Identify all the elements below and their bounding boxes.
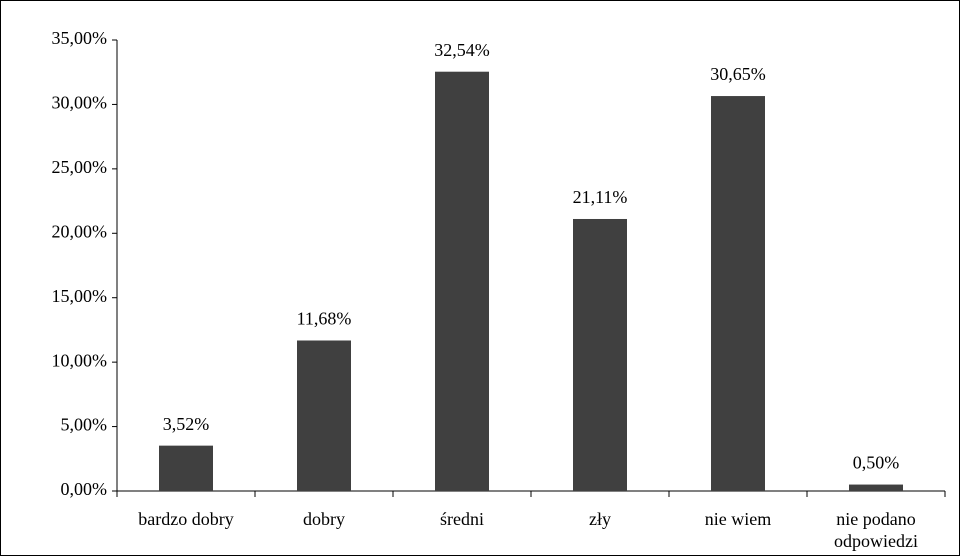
y-tick-label: 0,00% <box>61 479 108 499</box>
y-tick-label: 30,00% <box>52 93 108 113</box>
y-tick-label: 20,00% <box>52 221 108 241</box>
x-tick-label: średni <box>440 509 484 529</box>
x-tick-label: bardzo dobry <box>138 509 234 529</box>
x-tick-label: nie wiem <box>704 509 772 529</box>
bar <box>435 71 489 492</box>
value-label: 11,68% <box>297 309 352 329</box>
value-label: 3,52% <box>163 414 210 434</box>
x-tick-label: zły <box>589 509 611 529</box>
bar <box>297 340 351 491</box>
value-label: 21,11% <box>573 187 628 207</box>
x-tick-label: dobry <box>303 509 345 529</box>
x-tick-label: nie podano odpowiedzi <box>834 509 918 551</box>
value-label: 0,50% <box>853 453 900 473</box>
y-tick-label: 25,00% <box>52 157 108 177</box>
bar <box>159 445 213 491</box>
value-label: 30,65% <box>710 64 766 84</box>
y-tick-label: 10,00% <box>52 350 108 370</box>
y-tick-label: 5,00% <box>61 415 108 435</box>
bar <box>711 96 765 491</box>
bar <box>573 218 627 491</box>
bar <box>849 484 903 491</box>
y-tick-label: 35,00% <box>52 28 108 48</box>
y-tick-label: 15,00% <box>52 286 108 306</box>
value-label: 32,54% <box>434 40 490 60</box>
